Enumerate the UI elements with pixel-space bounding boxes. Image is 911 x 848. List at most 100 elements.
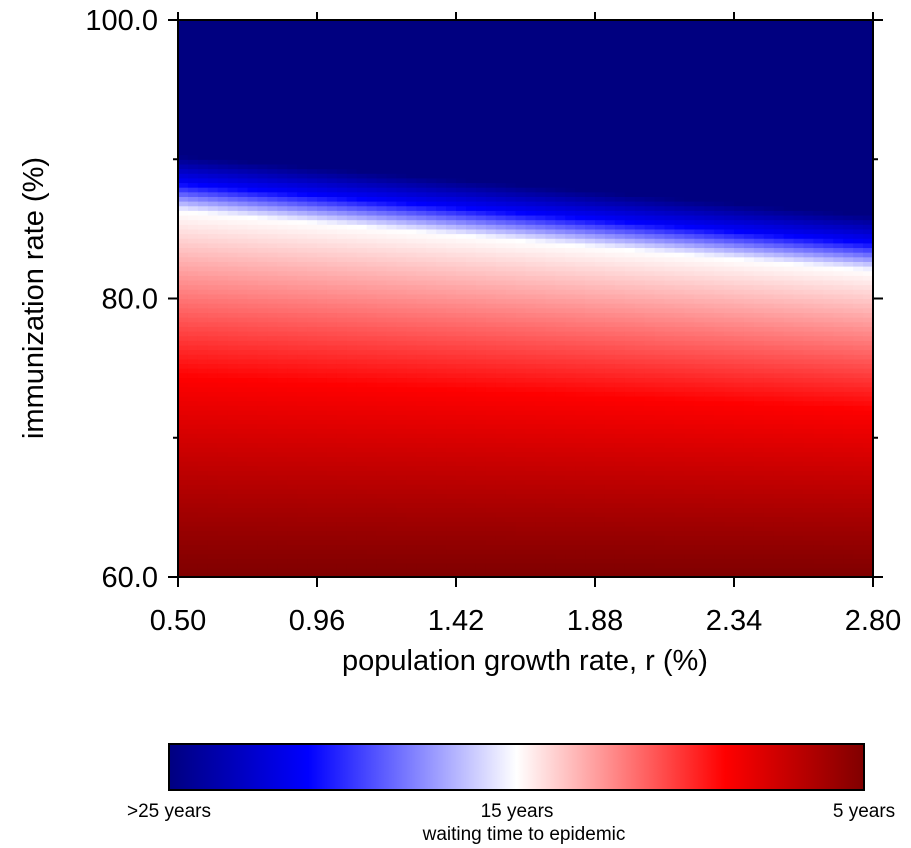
heatmap-cell (475, 182, 487, 188)
heatmap-cell (565, 205, 576, 211)
heatmap-cell (336, 428, 348, 434)
heatmap-cell (426, 84, 437, 91)
heatmap-cell (217, 98, 229, 105)
heatmap-cell (237, 140, 249, 146)
heatmap-cell (535, 321, 546, 327)
heatmap-cell (485, 502, 497, 508)
heatmap-cell (485, 307, 497, 314)
heatmap-cell (436, 108, 447, 114)
heatmap-cell (307, 437, 318, 443)
heatmap-cell (287, 553, 298, 560)
heatmap-cell (376, 117, 388, 123)
heatmap-cell (297, 358, 308, 365)
heatmap-cell (178, 159, 189, 165)
heatmap-cell (485, 66, 497, 72)
heatmap-cell (505, 108, 517, 114)
heatmap-cell (207, 340, 219, 346)
heatmap-cell (465, 340, 477, 346)
heatmap-cell (535, 363, 546, 369)
heatmap-cell (336, 117, 348, 123)
heatmap-cell (465, 409, 477, 416)
heatmap-cell (197, 386, 209, 392)
heatmap-cell (396, 47, 407, 54)
heatmap-cell (545, 80, 556, 86)
heatmap-cell (217, 61, 229, 68)
heatmap-cell (346, 298, 358, 304)
heatmap-cell (406, 572, 417, 578)
heatmap-cell (376, 112, 388, 119)
heatmap-cell (446, 312, 457, 318)
heatmap-cell (267, 354, 278, 360)
heatmap-cell (545, 344, 556, 351)
heatmap-cell (366, 66, 378, 72)
heatmap-cell (237, 71, 249, 77)
heatmap-cell (197, 525, 209, 532)
heatmap-cell (495, 479, 507, 485)
heatmap-cell (396, 247, 407, 253)
heatmap-cell (545, 103, 556, 109)
heatmap-cell (287, 61, 298, 68)
heatmap-cell (336, 423, 348, 430)
heatmap-cell (505, 33, 517, 40)
heatmap-cell (515, 474, 527, 481)
heatmap-cell (247, 224, 259, 230)
heatmap-cell (515, 252, 527, 258)
heatmap-cell (545, 136, 556, 142)
heatmap-cell (217, 219, 229, 225)
heatmap-cell (217, 437, 229, 443)
heatmap-cell (485, 154, 497, 160)
heatmap-cell (336, 400, 348, 406)
heatmap-cell (475, 414, 487, 420)
heatmap-cell (187, 149, 199, 156)
heatmap-cell (336, 80, 348, 86)
heatmap-cell (197, 191, 209, 197)
heatmap-cell (277, 544, 288, 550)
heatmap-cell (555, 66, 566, 72)
heatmap-cell (336, 470, 348, 476)
heatmap-cell (257, 358, 268, 365)
heatmap-cell (436, 270, 447, 276)
heatmap-cell (505, 419, 517, 425)
heatmap-cell (406, 177, 417, 184)
heatmap-cell (446, 252, 457, 258)
heatmap-cell (446, 498, 457, 504)
heatmap-cell (505, 140, 517, 146)
heatmap-cell (575, 71, 586, 77)
heatmap-cell (456, 298, 467, 304)
heatmap-cell (227, 228, 239, 235)
heatmap-cell (446, 437, 457, 443)
heatmap-cell (446, 140, 457, 146)
heatmap-cell (575, 423, 586, 430)
heatmap-cell (207, 535, 219, 541)
heatmap-cell (575, 437, 586, 443)
heatmap-cell (326, 326, 338, 332)
heatmap-cell (197, 108, 209, 114)
heatmap-cell (376, 224, 388, 230)
heatmap-cell (545, 228, 556, 235)
heatmap-cell (227, 395, 239, 402)
heatmap-cell (356, 89, 368, 95)
heatmap-cell (336, 261, 348, 267)
heatmap-cell (475, 460, 487, 467)
heatmap-cell (465, 149, 477, 156)
heatmap-cell (406, 368, 417, 374)
heatmap-cell (386, 108, 398, 114)
heatmap-cell (197, 159, 209, 165)
heatmap-cell (187, 423, 199, 430)
heatmap-cell (297, 512, 308, 518)
heatmap-cell (207, 372, 219, 379)
heatmap-cell (416, 340, 427, 346)
heatmap-cell (366, 358, 378, 365)
heatmap-cell (247, 275, 259, 281)
heatmap-cell (247, 544, 259, 550)
heatmap-cell (247, 423, 259, 430)
heatmap-cell (475, 61, 487, 68)
heatmap-cell (565, 270, 576, 276)
heatmap-cell (475, 84, 487, 91)
heatmap-cell (465, 321, 477, 327)
heatmap-cell (535, 205, 546, 211)
heatmap-cell (386, 173, 398, 179)
heatmap-cell (515, 317, 527, 323)
heatmap-cell (565, 377, 576, 383)
heatmap-cell (376, 61, 388, 68)
